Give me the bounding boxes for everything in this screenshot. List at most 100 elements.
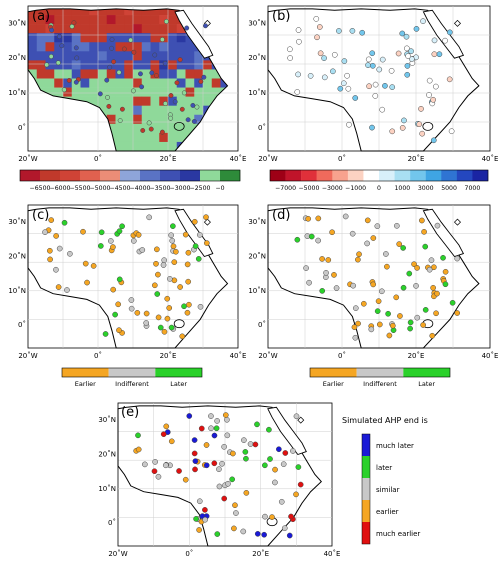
colorbar-frame (269, 169, 489, 182)
grid-cell (133, 114, 143, 125)
station-marker (404, 71, 411, 78)
x-tick-label: 0˚ (338, 352, 346, 360)
grid-cell (194, 96, 204, 106)
grid-cell (150, 96, 160, 106)
station-marker (378, 288, 385, 295)
red-sea (267, 406, 307, 456)
station-marker (201, 74, 207, 80)
station-marker (389, 322, 396, 329)
grid-cell (98, 51, 108, 61)
station-marker (364, 217, 371, 224)
grid-cell (133, 33, 143, 43)
station-marker (56, 34, 62, 39)
legend-frame (361, 433, 371, 545)
grid-cell (98, 33, 108, 43)
colorbar-swatch (160, 170, 181, 181)
grid-cell (115, 78, 125, 88)
grid-cell (133, 105, 143, 116)
island (453, 19, 461, 27)
station-marker (295, 71, 301, 78)
colorbar-label: −0 (215, 185, 224, 192)
grid-cell (150, 141, 160, 152)
grid-cell (168, 60, 178, 70)
station-marker (53, 266, 59, 273)
station-marker (436, 51, 443, 58)
station-marker (321, 55, 327, 61)
station-marker (159, 37, 165, 42)
station-marker (446, 76, 453, 83)
grid-cell (133, 87, 143, 97)
legend-label: Earlier (75, 380, 96, 388)
station-marker (105, 94, 110, 100)
grid-cell (133, 69, 143, 79)
grid-cell (89, 15, 99, 25)
grid-cell (141, 78, 151, 88)
station-marker (393, 222, 400, 229)
station-marker (198, 425, 205, 432)
station-marker (404, 63, 411, 69)
grid-cell (176, 96, 186, 106)
station-marker (359, 29, 366, 36)
grid-cell (36, 33, 46, 43)
grid-cell (63, 60, 73, 70)
grid-cell (141, 123, 151, 134)
station-marker (400, 245, 406, 251)
station-marker (196, 527, 202, 533)
station-marker (414, 265, 420, 271)
station-marker (356, 251, 362, 258)
grid-cell (106, 114, 116, 125)
grid-cell (141, 87, 151, 97)
station-marker (168, 115, 174, 121)
colorbar-label: 5000 (441, 185, 457, 192)
station-marker (153, 260, 159, 267)
colorbar-label: −4500 (110, 185, 131, 192)
grid-cell (98, 8, 108, 16)
station-marker (102, 331, 109, 337)
grid-cell (124, 114, 134, 125)
grid-cell (185, 105, 195, 116)
station-marker (74, 55, 80, 61)
grid-cell (141, 96, 151, 106)
grid-cell (115, 96, 125, 106)
grid-cell (203, 87, 213, 97)
station-marker (208, 425, 214, 432)
colorbar-label: 0 (377, 185, 381, 192)
grid-cell (36, 42, 46, 52)
station-marker (440, 254, 446, 261)
station-marker (49, 27, 55, 33)
station-marker (61, 219, 68, 226)
station-marker (262, 513, 268, 520)
grid-cell (106, 87, 116, 97)
legend-label: Later (418, 380, 435, 388)
grid-cell (54, 15, 64, 25)
grid-cell (133, 42, 143, 52)
grid-cell (80, 42, 90, 52)
grid-cell (115, 132, 125, 143)
grid-cell (124, 69, 134, 79)
station-marker (426, 266, 433, 273)
station-marker (431, 37, 438, 44)
station-marker (365, 56, 372, 63)
grid-cell (36, 51, 46, 61)
grid-cell (36, 78, 46, 88)
grid-cell (115, 51, 125, 61)
station-marker (55, 284, 62, 290)
colorbar-label: −3000 (170, 185, 191, 192)
grid-cell (141, 33, 151, 43)
grid-cell (89, 33, 99, 43)
gridlines (268, 6, 490, 151)
station-marker (430, 96, 436, 103)
grid-cell (80, 87, 90, 97)
grid-cell (98, 96, 108, 106)
grid-cell (159, 87, 169, 97)
grid-cell (133, 132, 143, 143)
grid-cell (176, 114, 186, 125)
station-marker (384, 263, 390, 270)
colorbar-label: −5500 (70, 185, 91, 192)
station-marker (185, 278, 192, 285)
x-tick-label: 40˚E (482, 155, 499, 163)
grid-cell (124, 60, 134, 70)
grid-cell (185, 60, 195, 70)
colorbar-label: −2500 (190, 185, 211, 192)
grid-cell (124, 15, 134, 25)
